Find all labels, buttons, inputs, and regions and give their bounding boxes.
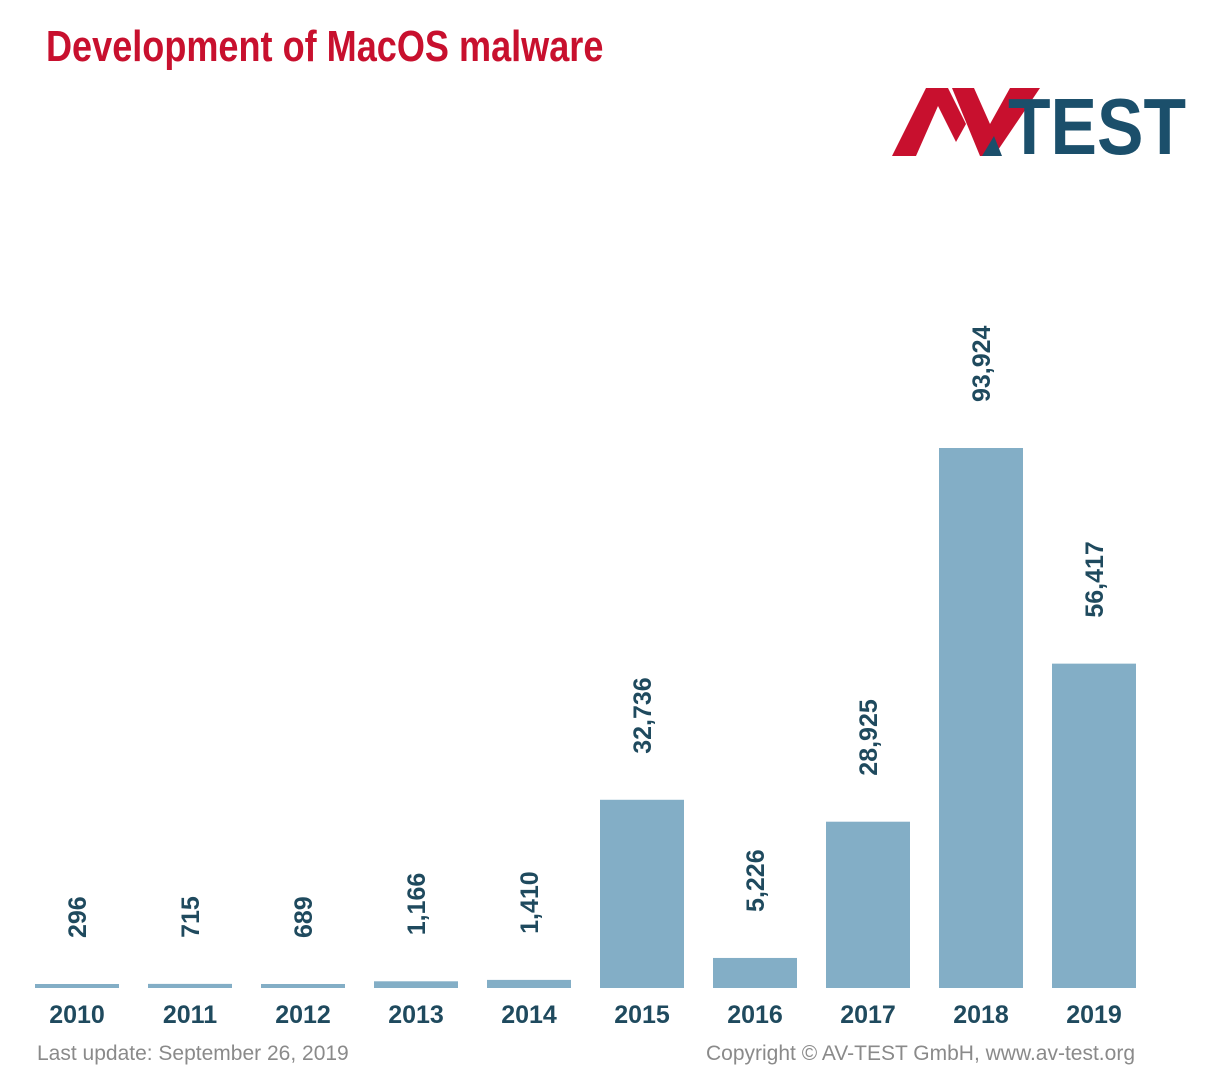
value-label-2011: 715	[177, 896, 205, 938]
bar-2010	[35, 984, 119, 988]
category-label-2016: 2016	[727, 1001, 783, 1029]
value-label-2013: 1,166	[403, 873, 431, 936]
copyright-text: Copyright © AV-TEST GmbH, www.av-test.or…	[706, 1042, 1135, 1065]
value-label-2019: 56,417	[1081, 541, 1109, 617]
bar-2013	[374, 981, 458, 988]
logo-test-text: TEST	[1008, 84, 1186, 160]
value-label-2010: 296	[64, 896, 92, 938]
last-update-text: Last update: September 26, 2019	[37, 1042, 349, 1065]
bar-2011	[148, 983, 232, 988]
category-label-2013: 2013	[388, 1001, 444, 1029]
category-label-2012: 2012	[275, 1001, 331, 1029]
bar-2016	[713, 957, 797, 988]
category-label-2014: 2014	[501, 1001, 557, 1029]
value-label-2012: 689	[290, 896, 318, 938]
bar-2012	[261, 984, 345, 988]
value-label-2018: 93,924	[968, 325, 996, 402]
logo-v-shape	[952, 88, 1040, 156]
value-label-2015: 32,736	[629, 677, 657, 753]
category-label-2019: 2019	[1066, 1001, 1122, 1029]
category-label-2010: 2010	[49, 1001, 105, 1029]
value-label-2014: 1,410	[516, 871, 544, 934]
bar-2018	[939, 448, 1023, 988]
logo-tick-shape	[982, 136, 1002, 156]
bar-2019	[1052, 663, 1136, 988]
value-label-2017: 28,925	[855, 699, 883, 776]
bar-2017	[826, 821, 910, 988]
chart-title: Development of MacOS malware	[46, 22, 604, 71]
category-label-2017: 2017	[840, 1001, 896, 1029]
logo-a-shape	[892, 88, 966, 156]
category-label-2011: 2011	[163, 1001, 217, 1029]
category-label-2018: 2018	[953, 1001, 1009, 1029]
category-label-2015: 2015	[614, 1001, 670, 1029]
value-label-2016: 5,226	[742, 849, 770, 912]
bar-2015	[600, 799, 684, 988]
av-test-logo: TEST	[892, 84, 1186, 160]
bar-2014	[487, 979, 571, 988]
